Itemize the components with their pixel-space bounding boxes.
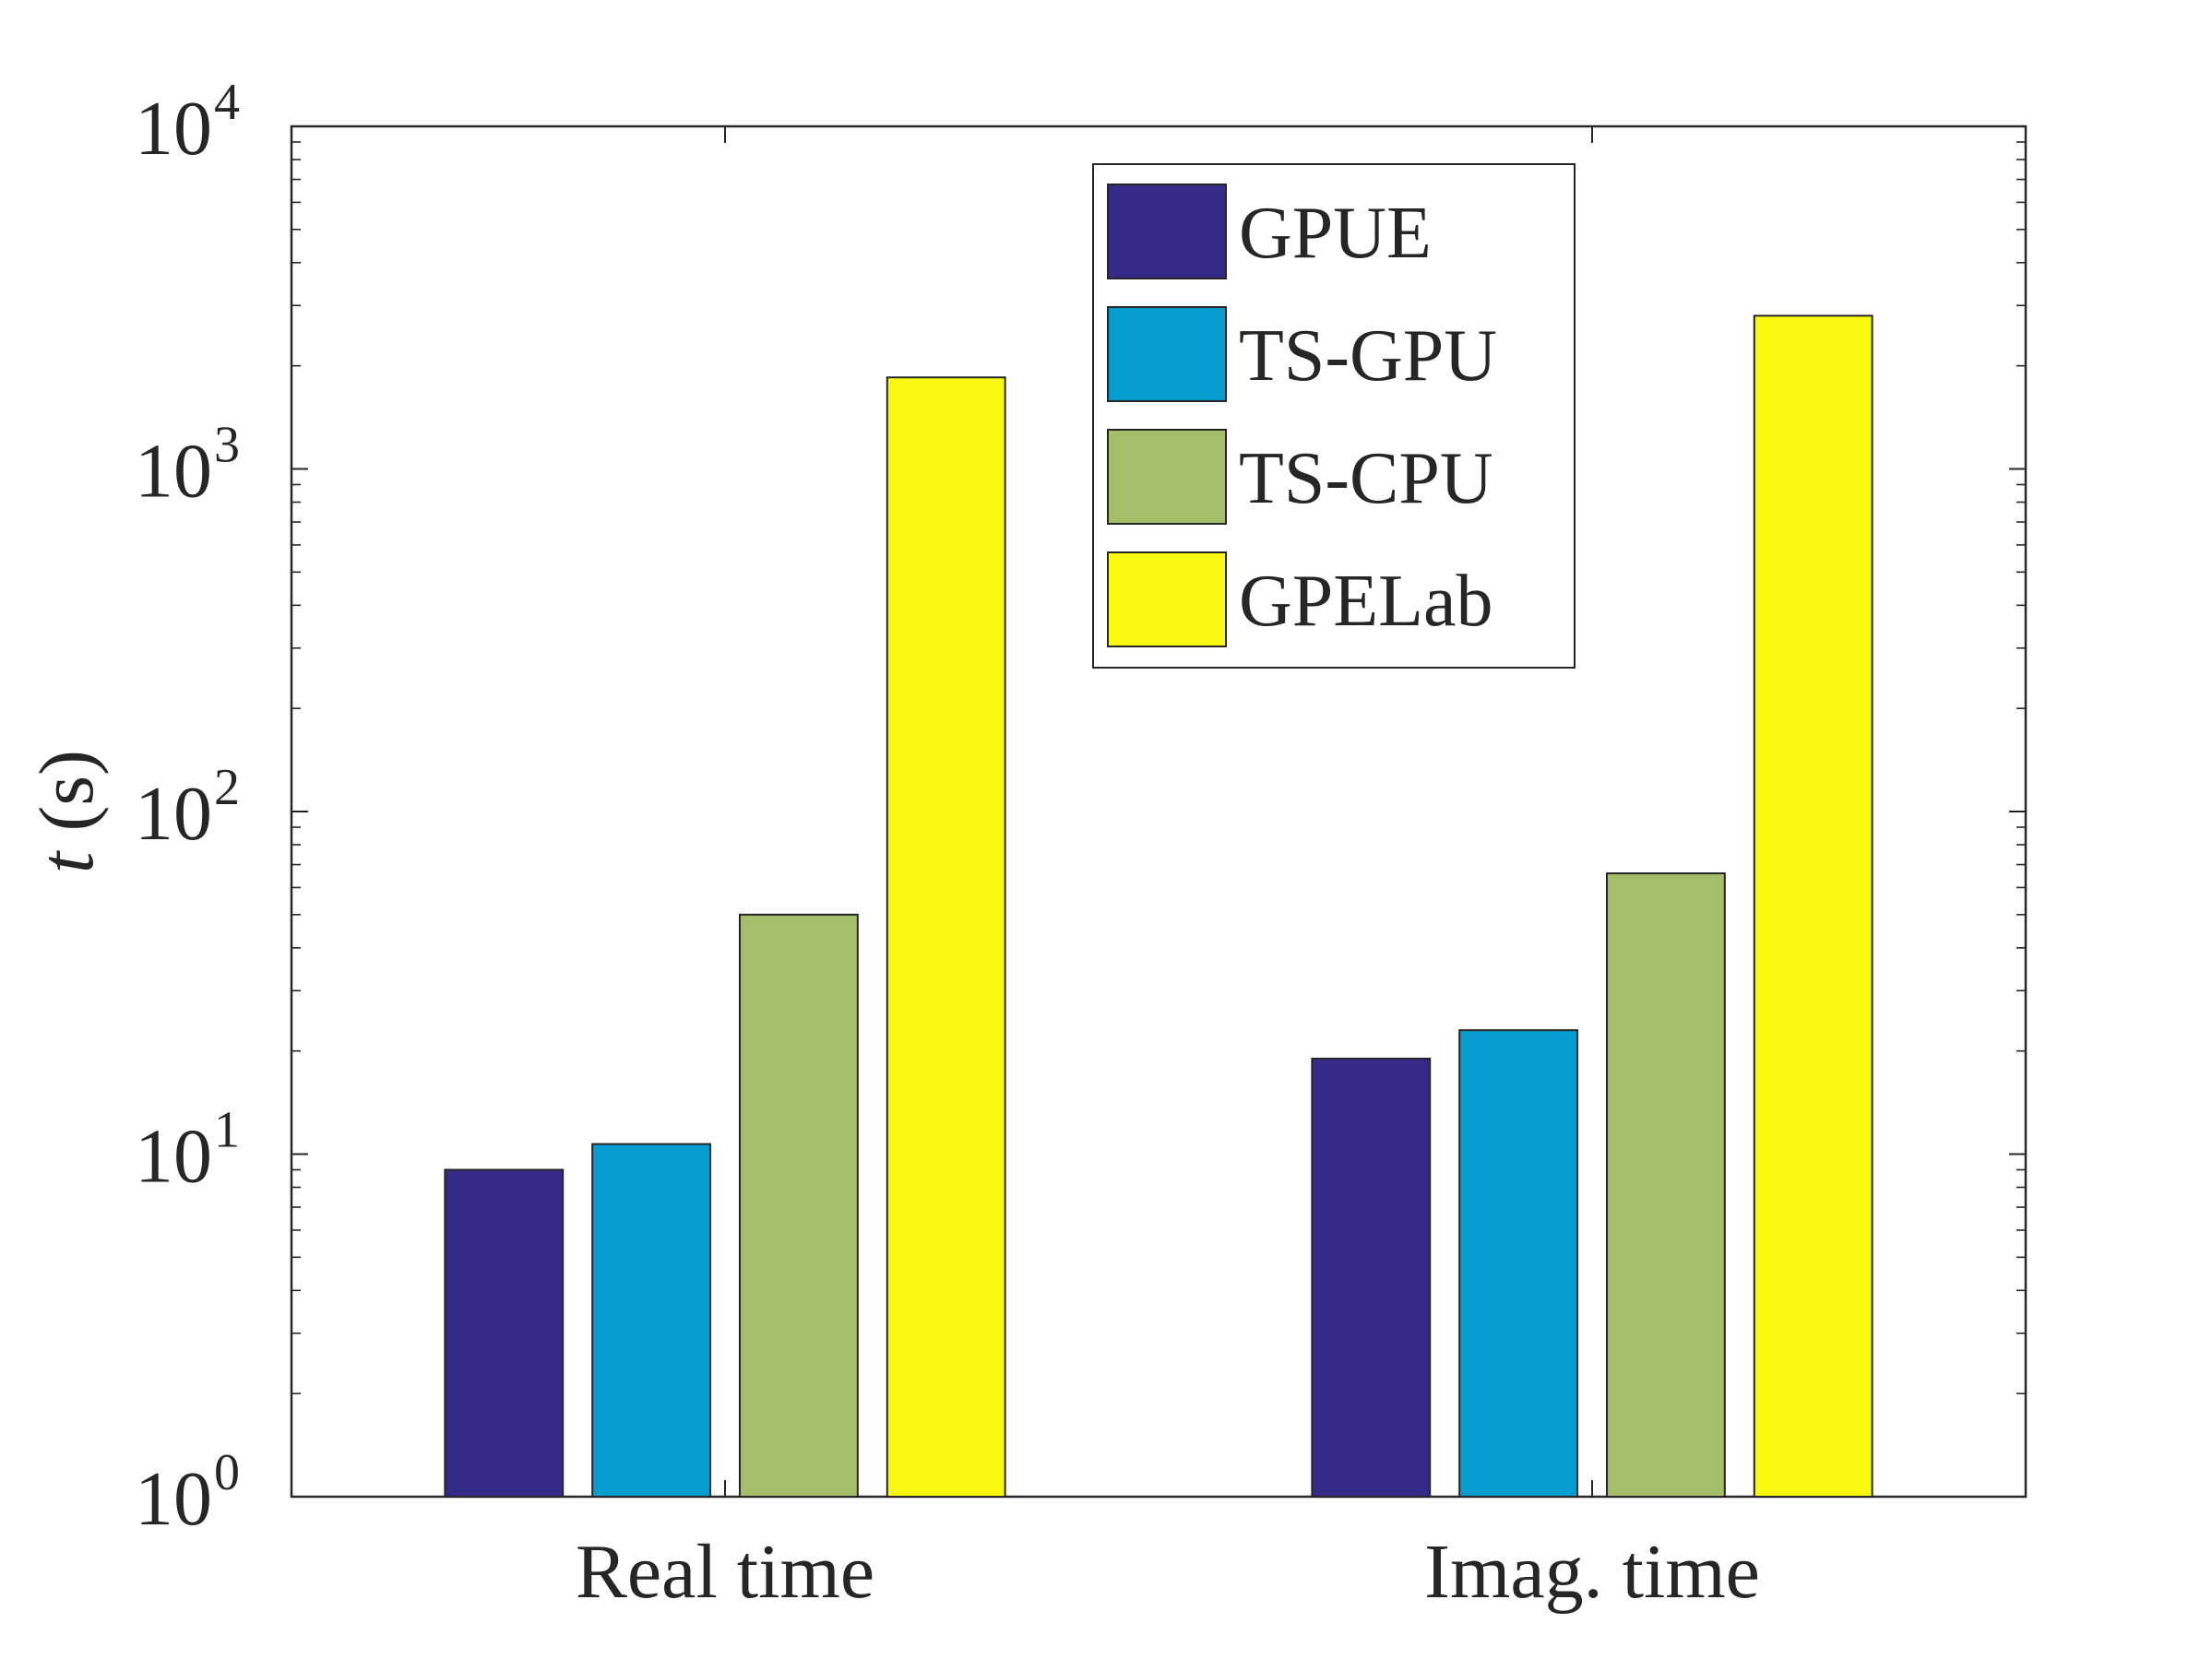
legend-swatch-gpelab — [1107, 551, 1227, 647]
legend-swatch-gpue — [1107, 184, 1227, 279]
bar-ts-gpu-imag-time — [1458, 1029, 1579, 1499]
bar-ts-cpu-real-time — [738, 913, 859, 1498]
y-tick-labels: 100 101 102 103 104 — [135, 74, 240, 1542]
legend-label: TS-GPU — [1239, 315, 1497, 397]
y-axis-label-symbol: t — [24, 849, 110, 873]
bar-gpelab-real-time — [886, 376, 1006, 1498]
legend-swatch-ts-cpu — [1107, 429, 1227, 525]
legend: GPUE TS-GPU TS-CPU GPELab — [1092, 163, 1576, 669]
y-axis-label: t (s) — [24, 750, 110, 873]
x-tick-label: Real time — [576, 1529, 874, 1615]
legend-items: GPUE TS-GPU TS-CPU GPELab — [1107, 184, 1497, 647]
bar-gpue-imag-time — [1311, 1057, 1432, 1498]
x-tick-label: Imag. time — [1424, 1529, 1760, 1615]
bar-ts-gpu-real-time — [591, 1143, 712, 1499]
bar-gpue-real-time — [444, 1168, 565, 1498]
legend-swatch-ts-gpu — [1107, 306, 1227, 402]
legend-label: TS-CPU — [1239, 438, 1493, 519]
axis-ticks — [291, 125, 2026, 1498]
legend-label: GPUE — [1239, 193, 1432, 274]
y-axis-label-unit: (s) — [24, 750, 110, 832]
bar-ts-cpu-imag-time — [1605, 872, 1726, 1498]
y-tick-label: 102 — [135, 759, 240, 857]
x-tick-labels: Real time Imag. time — [576, 1529, 1760, 1615]
y-tick-label: 104 — [135, 74, 240, 172]
legend-label: GPELab — [1239, 561, 1493, 642]
y-tick-label: 103 — [135, 417, 240, 515]
bars-group — [444, 314, 1873, 1499]
y-tick-label: 100 — [135, 1444, 240, 1542]
y-tick-label: 101 — [135, 1102, 240, 1200]
bar-gpelab-imag-time — [1753, 314, 1873, 1499]
